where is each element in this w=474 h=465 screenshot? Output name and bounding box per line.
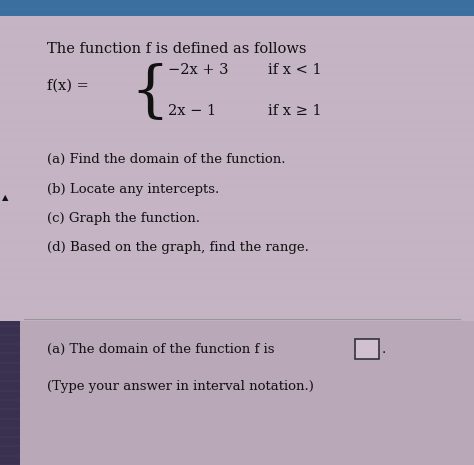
Text: (a) Find the domain of the function.: (a) Find the domain of the function. <box>47 153 286 166</box>
Bar <box>0 321 20 465</box>
Bar <box>355 339 379 359</box>
Text: {: { <box>130 63 169 123</box>
Text: (Type your answer in interval notation.): (Type your answer in interval notation.) <box>47 380 314 393</box>
Text: if x < 1: if x < 1 <box>268 63 321 77</box>
Text: (b) Locate any intercepts.: (b) Locate any intercepts. <box>47 183 219 196</box>
Bar <box>0 0 474 16</box>
Text: 2x − 1: 2x − 1 <box>168 104 217 118</box>
Text: −2x + 3: −2x + 3 <box>168 63 229 77</box>
Text: f(x) =: f(x) = <box>47 79 89 93</box>
Text: if x ≥ 1: if x ≥ 1 <box>268 104 321 118</box>
Text: .: . <box>382 343 386 356</box>
Text: ▲: ▲ <box>2 193 9 202</box>
Text: The function f is defined as follows: The function f is defined as follows <box>47 42 307 56</box>
Text: (a) The domain of the function f is: (a) The domain of the function f is <box>47 343 275 356</box>
Text: (c) Graph the function.: (c) Graph the function. <box>47 212 201 225</box>
Text: (d) Based on the graph, find the range.: (d) Based on the graph, find the range. <box>47 241 309 254</box>
Bar <box>0 321 474 465</box>
